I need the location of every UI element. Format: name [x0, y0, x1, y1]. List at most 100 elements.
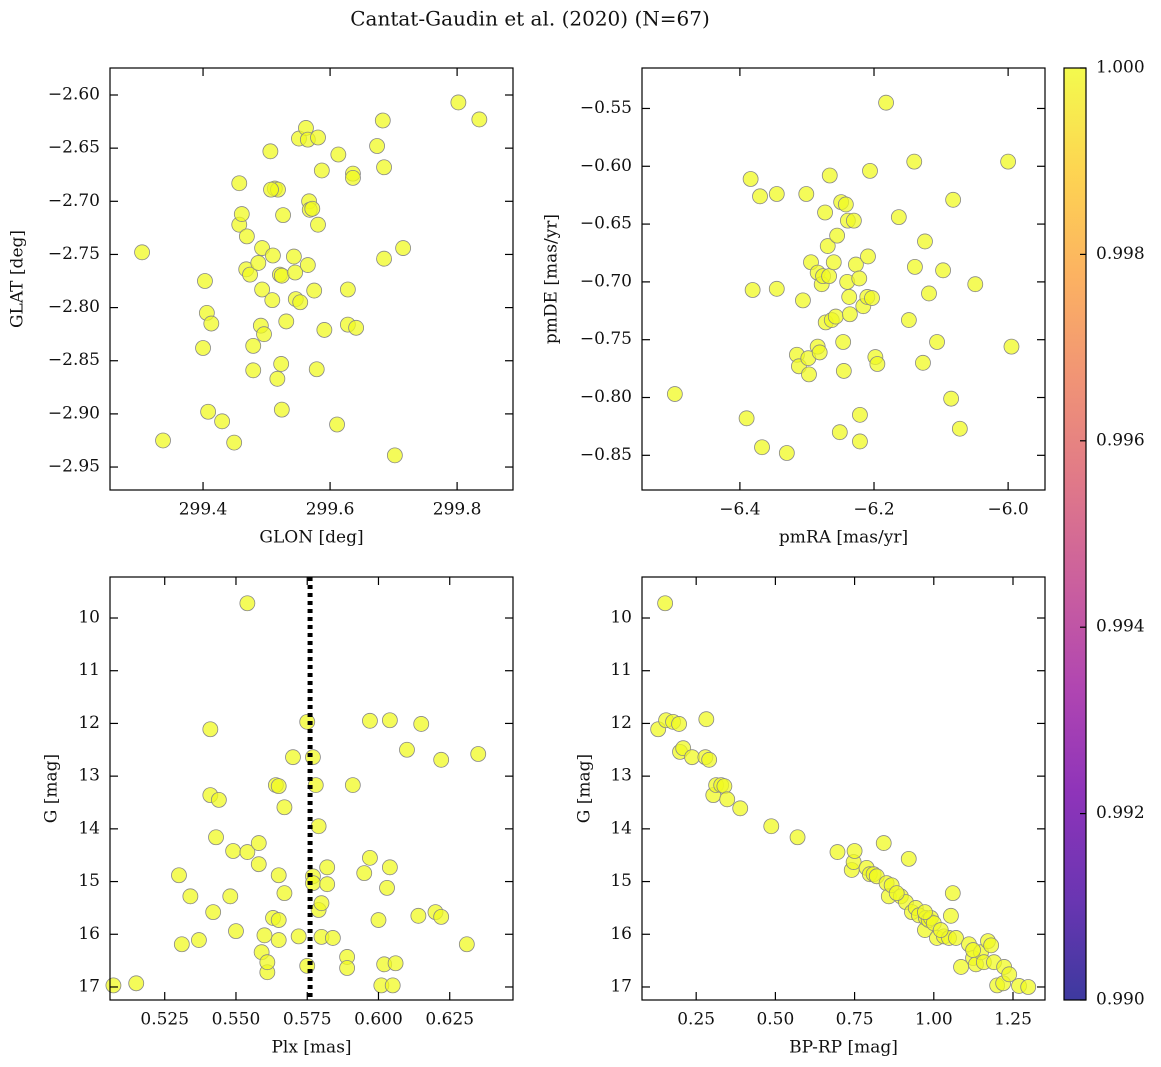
y-tick-label: −0.60 — [580, 156, 632, 176]
colorbar-tick-label: 0.990 — [1096, 990, 1145, 1010]
scatter-point — [202, 721, 219, 738]
scatter-point — [344, 777, 361, 794]
axes-frame — [641, 67, 1046, 491]
scatter-point — [254, 240, 271, 256]
scatter-point — [869, 356, 886, 372]
scatter-point — [273, 401, 290, 418]
y-tick-label: −0.55 — [580, 98, 632, 118]
scatter-point — [306, 282, 323, 299]
x-axis-label: pmRA [mas/yr] — [779, 528, 908, 548]
scatter-point — [862, 162, 878, 179]
scatter-point — [915, 354, 931, 371]
scatter-point — [763, 818, 780, 835]
y-tick-label: 17 — [78, 976, 100, 996]
y-tick-label: −2.85 — [48, 350, 100, 370]
x-tick-label: 1.00 — [915, 1010, 953, 1030]
scatter-point — [821, 167, 838, 184]
axes-frame — [109, 67, 514, 491]
axes-frame — [641, 576, 1046, 1001]
scatter-point — [470, 746, 487, 762]
subplot: 0.25 0.50 0.75 1.00 1.25 10 11 12 13 14 15 16 17 BP-R… — [575, 576, 1046, 1058]
y-axis-label: pmDE [mas/yr] — [542, 214, 562, 344]
y-tick-label: −2.75 — [48, 244, 100, 264]
x-tick-label: 0.25 — [677, 1010, 715, 1030]
scatter-point — [1003, 338, 1020, 355]
y-tick-label: −2.65 — [48, 138, 100, 158]
x-tick-label: 0.525 — [140, 1010, 189, 1030]
scatter-point — [285, 248, 302, 265]
y-tick-label: −2.90 — [48, 403, 100, 423]
x-axis-label: Plx [mas] — [271, 1038, 351, 1058]
scatter-point — [917, 904, 933, 921]
scatter-point — [155, 432, 171, 449]
scatter-point — [362, 712, 378, 729]
scatter-point — [381, 859, 398, 876]
subplot: 299.4 299.6 299.8 −2.60 −2.65 −2.70 −2.75 −2.80… — [8, 67, 514, 548]
scatter-point — [226, 434, 243, 451]
scatter-point — [275, 207, 291, 224]
figure-title: Cantat-Gaudin et al. (2020) (N=67) — [350, 7, 710, 31]
scatter-point — [742, 171, 759, 187]
scatter-point — [671, 716, 687, 732]
scatter-point — [313, 162, 330, 179]
scatter-point — [376, 250, 392, 267]
scatter-point — [273, 356, 290, 372]
scatter-point — [795, 292, 811, 309]
y-tick-label: −0.85 — [580, 445, 632, 465]
scatter-point — [329, 416, 345, 433]
scatter-point — [250, 255, 267, 271]
scatter-point — [270, 867, 287, 884]
y-tick-label: 13 — [78, 766, 100, 786]
scatter-point — [732, 800, 749, 817]
scatter-point — [458, 936, 475, 953]
scatter-point — [878, 94, 894, 111]
x-tick-label: 0.50 — [756, 1010, 794, 1030]
scatter-point — [265, 247, 281, 264]
subplot: −6.4 −6.2 −6.0 −0.55 −0.60 −0.65 −0.70 −0.75 −0.… — [542, 67, 1046, 548]
scatter-point — [943, 390, 960, 407]
scatter-point — [948, 930, 964, 946]
scatter-point — [841, 306, 858, 323]
scatter-point — [433, 751, 450, 768]
scatter-point — [233, 206, 250, 222]
scatter-point — [270, 778, 287, 795]
colorbar-tick-label: 0.994 — [1096, 617, 1145, 637]
scatter-point — [319, 876, 336, 893]
scatter-point — [345, 170, 361, 186]
scatter-point — [128, 975, 145, 992]
x-tick-label: 299.8 — [433, 500, 482, 520]
x-axis-label: GLON [deg] — [259, 528, 363, 548]
scatter-point — [208, 829, 224, 846]
scatter-point — [983, 937, 1000, 954]
scatter-point — [967, 276, 984, 293]
scatter-point — [310, 216, 326, 233]
scatter-point — [798, 186, 815, 202]
scatter-point — [413, 716, 430, 732]
scatter-point — [817, 204, 833, 221]
scatter-point — [752, 188, 768, 205]
scatter-point — [821, 268, 837, 285]
scatter-point — [399, 741, 415, 758]
y-tick-label: −0.80 — [580, 387, 632, 407]
scatter-point — [270, 912, 287, 928]
scatter-point — [801, 366, 817, 383]
scatter-point — [907, 258, 923, 275]
scatter-point — [250, 856, 267, 873]
scatter-point — [906, 153, 923, 170]
scatter-point — [250, 835, 267, 851]
scatter-point — [299, 713, 316, 730]
y-tick-label: 11 — [610, 660, 632, 680]
scatter-point — [197, 273, 213, 289]
scatter-point — [339, 960, 356, 976]
scatter-point — [829, 844, 846, 860]
scatter-point — [386, 447, 403, 464]
y-tick-label: 14 — [78, 818, 100, 838]
scatter-point — [362, 849, 378, 866]
scatter-point — [943, 907, 959, 924]
scatter-point — [285, 749, 301, 766]
scatter-point — [890, 209, 907, 226]
x-tick-label: −6.0 — [987, 500, 1028, 520]
scatter-point — [835, 363, 852, 379]
x-tick-label: 0.575 — [283, 1010, 332, 1030]
scatter-point — [273, 267, 290, 284]
